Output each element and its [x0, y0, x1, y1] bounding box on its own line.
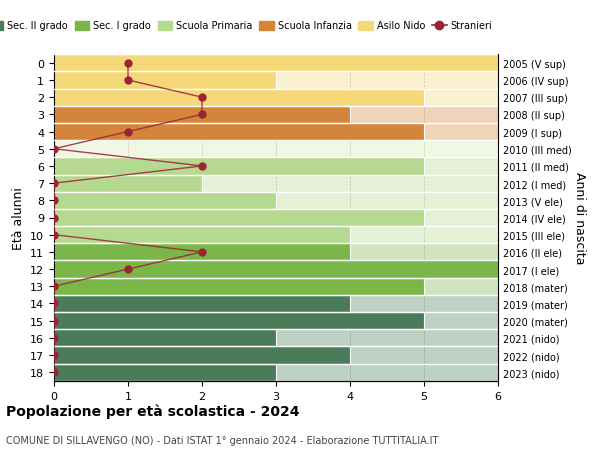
Bar: [54, 347, 498, 364]
Bar: [54, 278, 498, 295]
Bar: [54, 141, 498, 158]
Bar: [54, 347, 350, 364]
Bar: [54, 55, 498, 72]
Y-axis label: Età alunni: Età alunni: [11, 187, 25, 249]
Text: COMUNE DI SILLAVENGO (NO) - Dati ISTAT 1° gennaio 2024 - Elaborazione TUTTITALIA: COMUNE DI SILLAVENGO (NO) - Dati ISTAT 1…: [6, 435, 439, 445]
Bar: [54, 330, 276, 347]
Y-axis label: Anni di nascita: Anni di nascita: [572, 172, 586, 264]
Bar: [54, 244, 350, 261]
Bar: [54, 364, 498, 381]
Bar: [54, 123, 424, 141]
Text: Popolazione per età scolastica - 2024: Popolazione per età scolastica - 2024: [6, 403, 299, 418]
Bar: [54, 364, 276, 381]
Bar: [54, 192, 276, 209]
Bar: [54, 209, 424, 227]
Bar: [54, 209, 498, 227]
Bar: [54, 175, 202, 192]
Legend: Sec. II grado, Sec. I grado, Scuola Primaria, Scuola Infanzia, Asilo Nido, Stran: Sec. II grado, Sec. I grado, Scuola Prim…: [0, 17, 496, 35]
Bar: [54, 106, 498, 123]
Bar: [54, 227, 498, 244]
Bar: [54, 158, 498, 175]
Bar: [54, 90, 498, 106]
Bar: [54, 295, 498, 313]
Bar: [54, 313, 424, 330]
Bar: [54, 295, 350, 313]
Bar: [54, 244, 498, 261]
Bar: [54, 158, 424, 175]
Bar: [54, 90, 424, 106]
Bar: [54, 55, 498, 72]
Bar: [54, 261, 498, 278]
Bar: [54, 313, 498, 330]
Bar: [54, 72, 498, 90]
Bar: [54, 227, 350, 244]
Bar: [54, 72, 276, 90]
Bar: [54, 192, 498, 209]
Bar: [54, 330, 498, 347]
Bar: [54, 261, 498, 278]
Bar: [54, 175, 498, 192]
Bar: [54, 278, 424, 295]
Bar: [54, 123, 498, 141]
Bar: [54, 106, 350, 123]
